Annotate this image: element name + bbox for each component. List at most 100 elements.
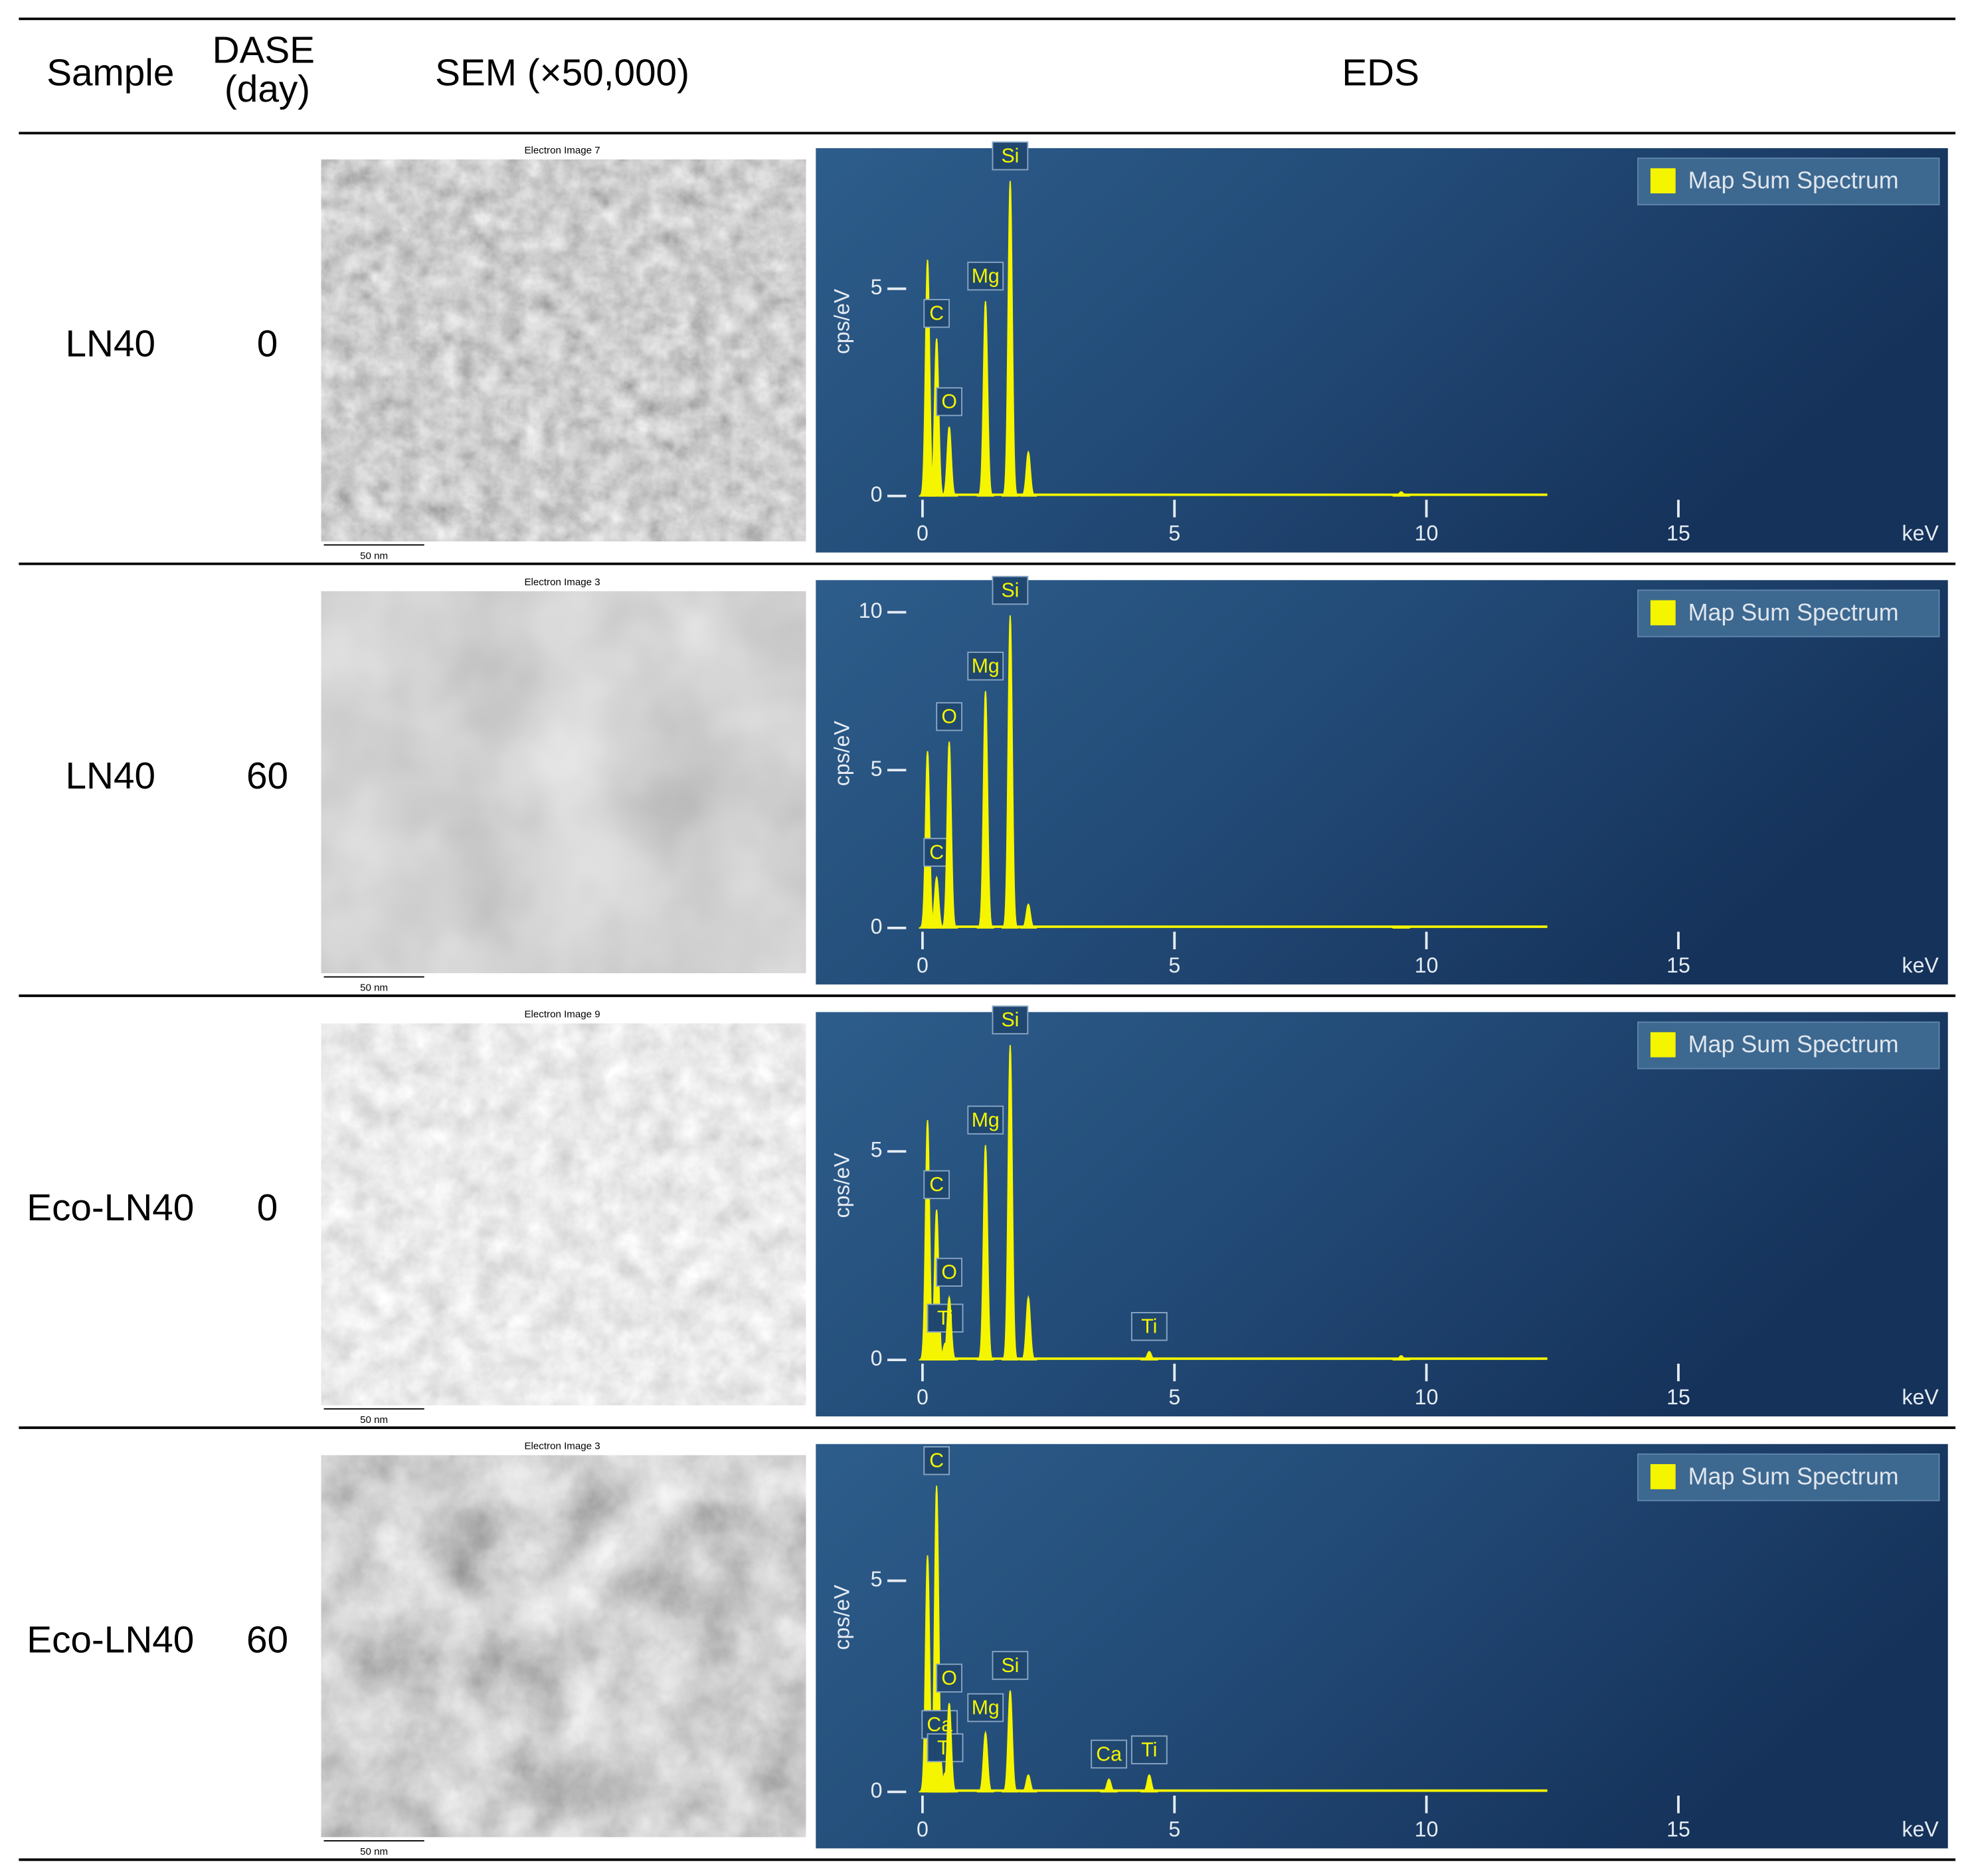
peak-label-box — [923, 838, 950, 867]
sample: Eco-LN40 — [27, 1187, 194, 1229]
peak — [976, 1730, 994, 1793]
header: DASE — [213, 29, 315, 71]
x-tick-label: 0 — [917, 1385, 929, 1409]
legend-swatch — [1650, 1032, 1676, 1058]
y-axis-label: cps/eV — [830, 1153, 853, 1218]
legend-box — [1637, 589, 1940, 638]
peak — [1141, 1351, 1158, 1361]
peak-label: Ca — [1096, 1743, 1122, 1765]
x-axis-label: keV — [1902, 953, 1939, 977]
y-tick-label: 0 — [871, 1347, 883, 1370]
peak-label: O — [941, 706, 957, 728]
peak-label-box — [936, 702, 962, 731]
peak — [1101, 1778, 1117, 1793]
legend-swatch — [1650, 1464, 1676, 1489]
peak-label-box — [936, 1663, 962, 1693]
legend-box — [1637, 1453, 1940, 1501]
peak-label-box — [1130, 1735, 1168, 1764]
peak-label: Si — [1001, 579, 1019, 601]
x-tick-label: 5 — [1168, 521, 1180, 545]
peak-label: O — [941, 1262, 957, 1283]
dase: 60 — [246, 1619, 288, 1661]
sem-image — [321, 591, 806, 973]
dase: 60 — [246, 755, 288, 797]
y-tick-label: 5 — [871, 1567, 883, 1591]
peak-label: Si — [1001, 145, 1019, 167]
peak-label-box — [936, 387, 962, 417]
x-tick-label: 0 — [917, 953, 929, 977]
peak — [1020, 1295, 1037, 1361]
legend-swatch — [1650, 168, 1676, 194]
eds-panel — [816, 1444, 1948, 1849]
peak — [1393, 925, 1409, 929]
peak-label-box — [992, 1005, 1029, 1035]
y-axis-label: cps/eV — [830, 1584, 853, 1650]
x-tick-label: 15 — [1666, 521, 1690, 545]
sem-image — [321, 1455, 806, 1837]
sem-caption: Electron Image 7 — [524, 145, 600, 156]
peak-label-box — [967, 1105, 1004, 1135]
dase: 0 — [257, 324, 278, 365]
x-axis-label: keV — [1902, 1385, 1939, 1409]
scale-label: 50 nm — [360, 1846, 388, 1857]
x-tick-label: 10 — [1415, 953, 1439, 977]
peak-label: Ti — [1141, 1739, 1157, 1761]
x-axis-label: keV — [1902, 521, 1939, 545]
y-tick-label: 0 — [871, 482, 883, 506]
peak — [928, 338, 946, 497]
peak — [1393, 1355, 1409, 1361]
peak-label: Ti — [1141, 1316, 1157, 1338]
sem-image — [321, 1023, 806, 1406]
peak-label-box — [967, 1693, 1004, 1723]
x-tick-label: 0 — [917, 1817, 929, 1841]
sem-caption: Electron Image 3 — [524, 577, 600, 588]
peak — [940, 1703, 958, 1793]
peak — [940, 426, 958, 497]
x-tick-label: 10 — [1415, 521, 1439, 545]
peak — [1392, 491, 1410, 497]
legend-swatch — [1650, 600, 1676, 626]
peak-label-box — [992, 575, 1029, 605]
x-tick-label: 15 — [1666, 1817, 1690, 1841]
x-tick-label: 5 — [1168, 1385, 1180, 1409]
peak-label-box — [923, 1170, 950, 1200]
legend-box — [1637, 1021, 1940, 1070]
sem-caption: Electron Image 3 — [524, 1441, 600, 1452]
x-tick-label: 15 — [1666, 1385, 1690, 1409]
peak — [976, 691, 994, 929]
peak-label-box — [923, 1446, 950, 1475]
peak-label: Si — [1001, 1009, 1019, 1031]
header: SEM (×50,000) — [435, 52, 689, 94]
peak-label: Mg — [972, 656, 1000, 678]
legend-label: Map Sum Spectrum — [1688, 599, 1899, 626]
peak-label: Mg — [972, 1109, 1000, 1131]
peak — [1020, 903, 1037, 929]
y-tick-label: 5 — [871, 757, 883, 781]
y-axis-label: cps/eV — [830, 288, 853, 354]
sample: LN40 — [66, 324, 156, 365]
y-axis-label: cps/eV — [830, 720, 853, 786]
peak-label: C — [929, 303, 944, 325]
peak-label: Mg — [972, 1697, 1000, 1719]
peak — [1141, 1774, 1158, 1793]
peak — [976, 1145, 994, 1361]
peak — [940, 1295, 958, 1361]
legend-box — [1637, 157, 1940, 206]
peak-label-box — [1130, 1312, 1168, 1341]
peak — [1001, 1045, 1020, 1361]
scale-label: 50 nm — [360, 983, 388, 994]
x-axis-label: keV — [1902, 1817, 1939, 1841]
peak — [1020, 1774, 1037, 1793]
x-tick-label: 15 — [1666, 953, 1690, 977]
peak-label: O — [941, 1667, 957, 1689]
peak-label: O — [941, 391, 957, 413]
peak-label-box — [927, 1303, 964, 1333]
legend-label: Map Sum Spectrum — [1688, 1031, 1899, 1058]
sem-caption: Electron Image 9 — [524, 1008, 600, 1020]
peak — [1020, 450, 1037, 497]
peak-label-box — [992, 141, 1029, 171]
sample: Eco-LN40 — [27, 1619, 194, 1661]
peak — [976, 301, 994, 497]
peak-label-box — [927, 1733, 964, 1762]
scale-label: 50 nm — [360, 1414, 388, 1426]
